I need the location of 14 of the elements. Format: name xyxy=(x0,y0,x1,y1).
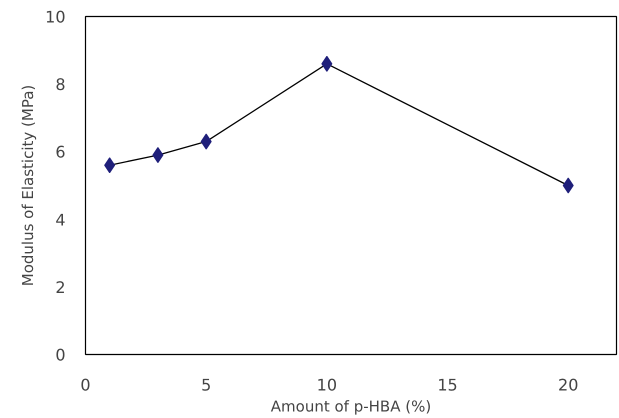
point xyxy=(562,178,574,194)
x-tick-label: 15 xyxy=(437,376,458,394)
y-tick-label: 2 xyxy=(55,278,66,297)
y-tick-label: 10 xyxy=(45,8,66,26)
x-tick-label: 20 xyxy=(558,376,578,394)
y-tick-label: 0 xyxy=(55,346,66,364)
y-tick-label: 6 xyxy=(55,142,66,162)
y-tick-label: 8 xyxy=(55,75,66,94)
y-tick-label: 4 xyxy=(55,210,66,230)
x-tick-label: 5 xyxy=(201,376,212,394)
y-axis-title: Modulus of Elasticity (MPa) xyxy=(19,84,38,286)
x-tick-label: 10 xyxy=(316,376,338,394)
x-tick-label: 0 xyxy=(80,376,91,394)
x-axis-title: Amount of p-HBA (%) xyxy=(270,398,432,416)
